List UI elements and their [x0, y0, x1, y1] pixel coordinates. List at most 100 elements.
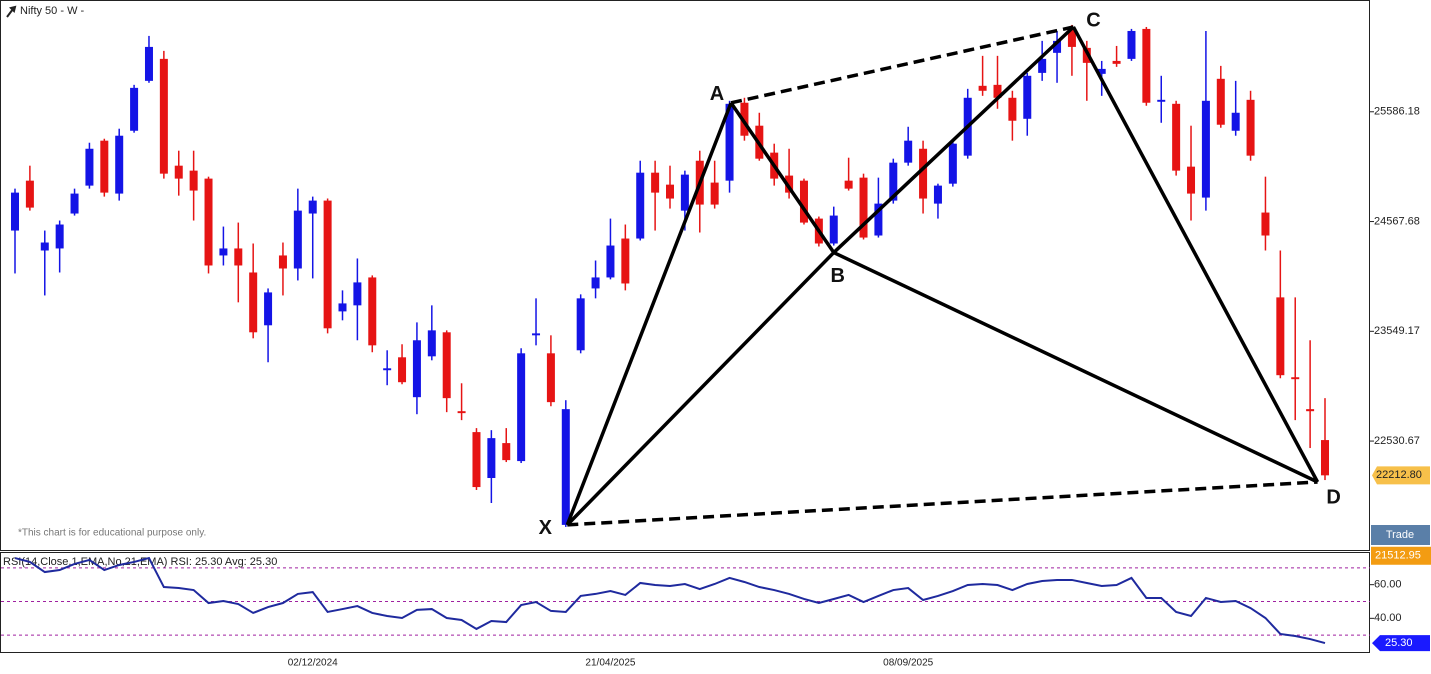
candle-body: [1321, 440, 1329, 476]
pattern-line: [567, 480, 1318, 527]
trade-button-label[interactable]: Trade: [1386, 529, 1414, 541]
candle-body: [234, 248, 243, 266]
candle-body: [1216, 78, 1225, 125]
candle-body: [1201, 100, 1210, 198]
candle-body: [174, 165, 183, 179]
candle-body: [189, 170, 198, 191]
candle-body: [1142, 28, 1151, 103]
y-tick-label: 24567.68: [1374, 215, 1420, 227]
candle-body: [353, 282, 362, 306]
last-price-label: 22212.80: [1376, 469, 1422, 481]
candle-body: [1008, 97, 1017, 121]
x-tick-label: 02/12/2024: [288, 658, 338, 669]
rsi-line: [14, 556, 1326, 645]
x-tick-label: 21/04/2025: [585, 658, 635, 669]
candle-body: [1291, 377, 1300, 380]
candle-body: [398, 357, 407, 383]
rsi-last-tag: [1372, 635, 1430, 652]
pattern-point-label: C: [1086, 9, 1100, 31]
candle-body: [144, 46, 153, 81]
candle-body: [740, 102, 749, 136]
rsi-pane: [0, 552, 1370, 653]
candle-body: [829, 215, 838, 244]
rsi-legend: RSI(14,Close,1,EMA,No,21,EMA) RSI: 25.30…: [3, 556, 277, 568]
candle-body: [651, 172, 660, 193]
candle-body: [1112, 60, 1121, 64]
candle-body: [502, 443, 511, 461]
candle-body: [1157, 99, 1166, 102]
candle-body: [323, 200, 332, 329]
candle-body: [472, 432, 481, 488]
candle-body: [636, 172, 645, 239]
candle-body: [859, 177, 868, 238]
candle-body: [1276, 297, 1285, 376]
candle-body: [844, 180, 853, 189]
candle-body: [115, 135, 124, 194]
y-tick-label: 23549.17: [1374, 325, 1420, 337]
candle-body: [1053, 40, 1062, 53]
candle-body: [249, 272, 258, 333]
candle-body: [204, 178, 213, 266]
candle-body: [561, 409, 570, 525]
pattern-point-label: X: [539, 517, 553, 539]
last-price-tag: [1372, 466, 1430, 485]
candle-body: [1246, 99, 1255, 156]
candle-body: [1038, 58, 1047, 73]
candle-body: [785, 175, 794, 193]
candle-body: [55, 224, 64, 249]
candle-body: [799, 180, 808, 223]
wrench-icon: [6, 5, 17, 18]
candle-body: [412, 340, 421, 398]
candle-body: [978, 85, 987, 91]
pattern-line: [729, 101, 836, 254]
candle-body: [1023, 75, 1032, 119]
candle-body: [919, 148, 928, 199]
candle-body: [278, 255, 287, 269]
candle-body: [725, 103, 734, 181]
candle-body: [457, 411, 466, 414]
pattern-point-label: A: [710, 83, 724, 105]
candle-body: [621, 238, 630, 284]
candle-body: [40, 242, 49, 251]
candle-body: [1097, 68, 1106, 74]
pattern-line: [566, 251, 836, 527]
candle-body: [383, 368, 392, 371]
pattern-line: [832, 25, 1075, 254]
candle-body: [933, 185, 942, 204]
candle-body: [308, 200, 317, 214]
candle-body: [264, 292, 273, 326]
pattern-line: [833, 250, 1319, 484]
candle-body: [993, 84, 1002, 98]
candle-body: [948, 143, 957, 184]
crosshair-price-label: 21512.95: [1375, 550, 1421, 562]
candle-body: [576, 298, 585, 351]
candle-body: [680, 174, 689, 211]
candle-body: [1261, 212, 1270, 236]
pattern-point-label: B: [831, 265, 845, 287]
candle-body: [293, 210, 302, 269]
y-tick-label: 25586.18: [1374, 106, 1420, 118]
x-tick-label: 08/09/2025: [883, 658, 933, 669]
rsi-last-label: 25.30: [1385, 637, 1413, 649]
candle-body: [487, 438, 496, 479]
candle-body: [159, 58, 168, 174]
candle-body: [11, 192, 19, 231]
candle-body: [1172, 103, 1181, 171]
candle-body: [100, 140, 109, 193]
chart-title: Nifty 50 - W -: [20, 5, 85, 17]
candle-body: [1127, 30, 1136, 59]
trade-button[interactable]: [1371, 525, 1430, 545]
candle-body: [219, 248, 228, 256]
candle-body: [666, 184, 674, 199]
rsi-tick-label: 40.00: [1374, 612, 1402, 624]
candle-body: [532, 333, 541, 336]
candle-body: [904, 140, 913, 163]
pattern-line: [565, 102, 733, 526]
candle-body: [338, 303, 347, 312]
pattern-point-label: D: [1326, 486, 1340, 508]
candle-body: [130, 87, 139, 131]
crosshair-price-tag: [1371, 546, 1431, 565]
candle-body: [606, 245, 615, 278]
